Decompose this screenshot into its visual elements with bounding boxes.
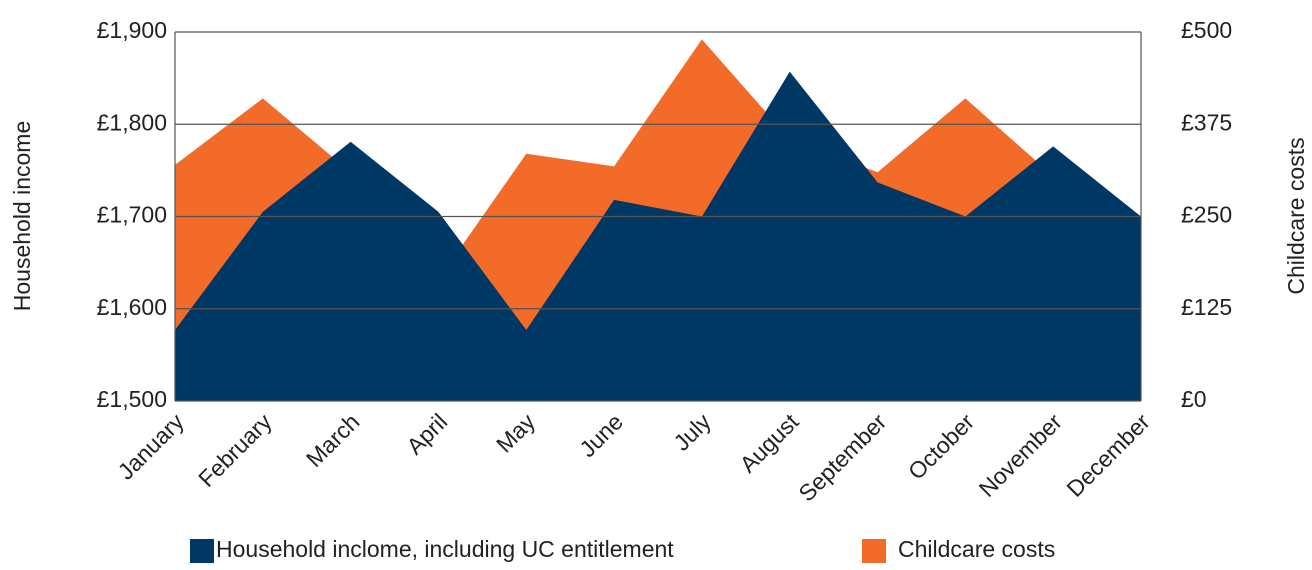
x-tick-label: March bbox=[301, 408, 365, 472]
y-tick-label: £1,600 bbox=[97, 294, 167, 320]
y2-tick-label: £0 bbox=[1181, 386, 1207, 412]
y-tick-label: £1,700 bbox=[97, 202, 167, 228]
area bbox=[175, 71, 1141, 401]
y-axis-label: Household income bbox=[9, 121, 35, 312]
x-tick-label: July bbox=[668, 408, 716, 456]
y2-tick-label: £375 bbox=[1181, 109, 1232, 135]
x-tick-label: February bbox=[193, 408, 277, 492]
legend-swatch bbox=[862, 539, 886, 563]
x-tick-label: September bbox=[793, 408, 891, 506]
x-tick-label: May bbox=[491, 408, 540, 457]
x-tick-label: August bbox=[735, 408, 804, 477]
y2-tick-label: £500 bbox=[1181, 17, 1232, 43]
x-tick-label: December bbox=[1061, 408, 1155, 502]
y-tick-label: £1,800 bbox=[97, 109, 167, 135]
y2-tick-label: £125 bbox=[1181, 294, 1232, 320]
x-tick-label: November bbox=[974, 408, 1068, 502]
legend-label: Household inclome, including UC entitlem… bbox=[216, 536, 674, 562]
x-tick-label: April bbox=[401, 408, 452, 459]
y2-tick-label: £250 bbox=[1181, 202, 1232, 228]
x-tick-label: June bbox=[574, 408, 628, 462]
x-tick-label: January bbox=[113, 408, 190, 485]
y2-axis-label: Childcare costs bbox=[1283, 137, 1309, 294]
y-tick-label: £1,500 bbox=[97, 386, 167, 412]
y-tick-label: £1,900 bbox=[97, 17, 167, 43]
legend-label: Childcare costs bbox=[898, 536, 1055, 562]
x-tick-label: October bbox=[903, 408, 979, 484]
legend-swatch bbox=[190, 539, 214, 563]
